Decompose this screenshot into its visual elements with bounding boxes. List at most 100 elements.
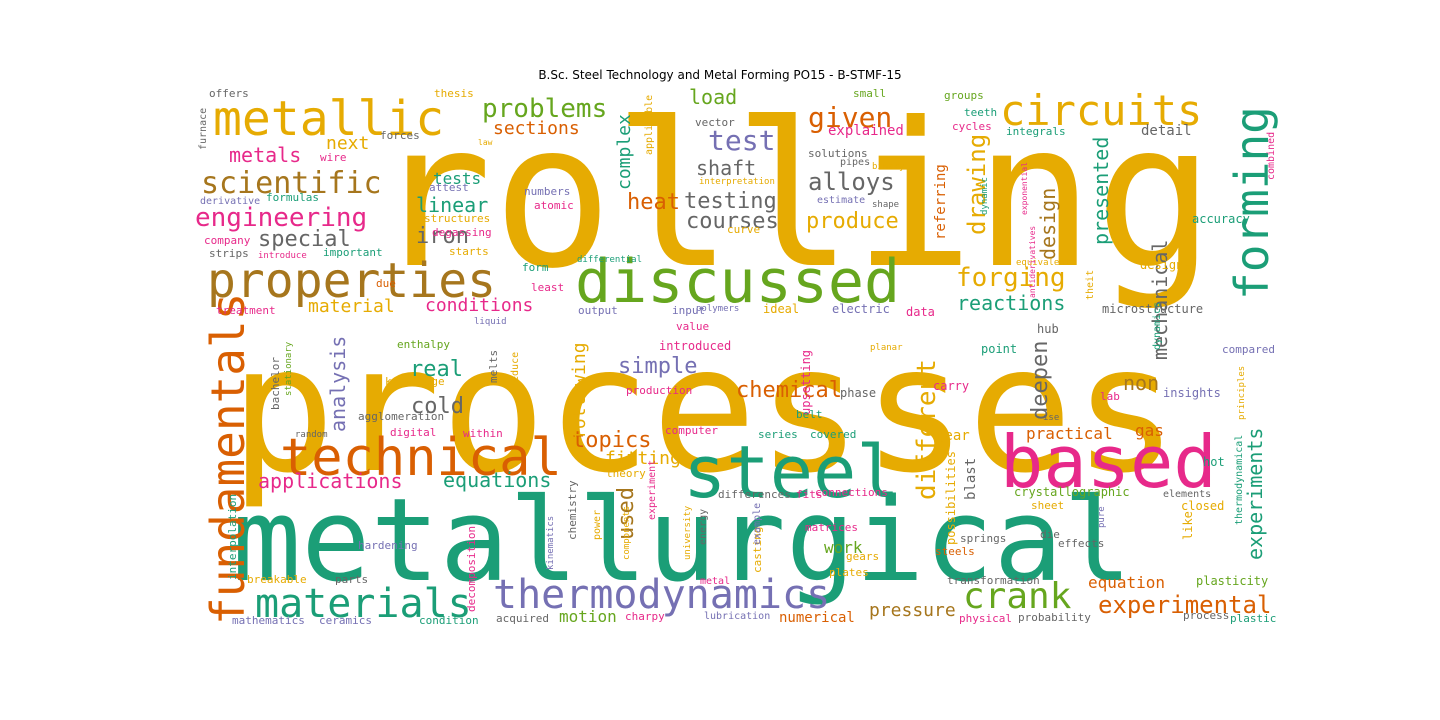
word-company: company [204,234,251,247]
word-experiment: experiment [647,460,658,520]
word-upsetting: upsetting [799,350,813,415]
figure-title: B.Sc. Steel Technology and Metal Forming… [538,68,902,82]
word-introduced: introduced [659,339,731,353]
word-series: series [758,428,798,441]
word-structures: structures [424,212,490,225]
word-discussed: discussed [575,247,900,317]
word-hardening: hardening [358,539,418,552]
word-design: design [1036,188,1060,260]
word-melts: melts [487,350,500,383]
word-chemical: chemical [736,378,842,403]
word-chemistry: chemistry [566,480,579,540]
word-thermodynamics: thermodynamics [493,572,830,618]
word-tests: tests [433,169,481,188]
word-thermodynamical: thermodynamical [1234,435,1245,525]
word-experimental: experimental [1098,591,1271,619]
word-treatment: treatment [216,304,276,317]
word-materials: materials [255,581,472,627]
word-gears: gears [846,550,879,563]
word-phase: phase [840,386,876,400]
word-acquired: acquired [496,612,549,625]
word-scientific: scientific [201,166,382,201]
word-binary: binary [872,162,905,172]
word-numerical: numerical [779,610,855,626]
word-crystallographic: crystallographic [1014,485,1130,499]
word-die: die [1040,528,1060,541]
word-produce: produce [806,209,899,234]
word-heat: heat [627,190,680,215]
word-components: components [622,506,632,560]
word-motion: motion [559,607,617,626]
word-rolling: rolling [372,80,1215,313]
word-important: important [323,246,383,259]
word-conditions: conditions [425,295,533,316]
word-equivalent: equivalent [1016,258,1070,268]
word-formulas: formulas [266,191,319,204]
word-agglomeration: agglomeration [358,410,444,423]
word-stationary: stationary [284,341,294,396]
word-physical: physical [959,612,1012,625]
word-degassing: degassing [432,226,492,239]
word-courses: courses [686,209,779,234]
word-condition: condition [419,614,479,627]
word-springs: springs [960,532,1006,545]
word-offers: offers [209,87,249,100]
word-hub: hub [1037,322,1059,336]
word-curve: curve [727,223,760,236]
word-combined: combined [1266,132,1277,180]
word-crank: crank [963,576,1072,617]
word-reduce: reduce [510,352,521,388]
word-electric: electric [832,302,890,316]
word-atomic: atomic [534,199,574,212]
word-deepen: deepen [1028,341,1053,420]
word-blast: blast [963,458,979,500]
word-ideal: ideal [763,302,799,316]
word-decomposition: decomposition [465,526,478,612]
word-kinematics: kinematics [546,516,556,570]
word-connections: connections [815,486,888,499]
word-given: given [808,101,892,134]
word-due: due [376,277,396,290]
word-gas: gas [1135,421,1164,440]
word-work: work [824,538,863,557]
word-possibilities: possibilities [944,451,958,545]
word-equation: equation [1088,573,1165,592]
word-covered: covered [810,428,856,441]
word-shape: shape [872,200,899,210]
word-topics: topics [572,428,651,453]
word-complex: complex [614,114,635,190]
word-casting: casting [751,527,764,573]
word-example: example [752,503,763,545]
word-non: non [1123,371,1159,395]
word-processes: processes [230,309,1178,512]
word-technical: technical [280,428,562,488]
word-within: within [463,427,503,440]
word-reactions: reactions [957,291,1065,315]
word-carry: carry [933,379,969,393]
word-small: small [853,87,886,100]
word-theit: theit [1085,270,1096,300]
word-differential: differential [577,255,642,265]
word-attest: attest [429,181,469,194]
word-breakable: breakable [247,573,307,586]
word-polymers: polymers [696,304,739,314]
word-ise: ise [1043,413,1059,423]
word-real: real [410,357,463,382]
word-dynamics: dynamics [1152,302,1163,350]
word-random: random [295,430,328,440]
word-circuits: circuits [1000,86,1202,135]
word-next: next [326,133,369,154]
word-fitting: fitting [605,448,681,469]
word-furnace: furnace [198,108,209,150]
word-metallic: metallic [213,91,444,147]
word-referring: referring [933,164,949,240]
word-mechanical: mechanical [1148,240,1172,360]
word-computer: computer [665,424,718,437]
word-digital: digital [390,426,436,439]
word-load: load [689,85,737,109]
word-metals: metals [229,143,301,167]
word-like: like [1181,511,1195,540]
word-forging: forging [956,263,1066,293]
word-pressure: pressure [869,600,956,621]
